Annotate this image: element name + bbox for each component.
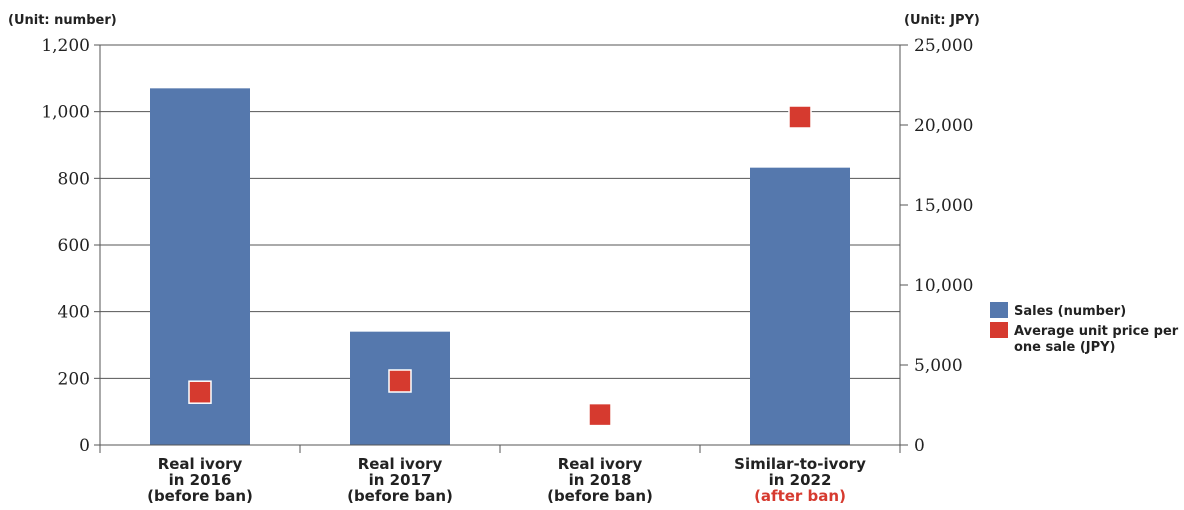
right-tick-label-0: 0 [914, 436, 925, 456]
right-tick-label-3: 15,000 [914, 196, 973, 216]
price-marker-3 [788, 105, 812, 129]
category-label-line: in 2017 [369, 471, 432, 489]
category-label-line: in 2016 [169, 471, 232, 489]
bars-layer [150, 88, 850, 445]
category-label-line: Real ivory [558, 455, 643, 473]
category-label-3: Similar-to-ivory in 2022 (after ban) [734, 455, 866, 505]
price-marker-1 [388, 369, 412, 393]
category-label-2: Real ivory in 2018 (before ban) [547, 455, 653, 505]
category-label-line: Similar-to-ivory [734, 455, 866, 473]
labels-layer: 0 200 400 600 800 1,000 1,200 0 5,000 10,000 15,00… [41, 36, 973, 505]
left-unit-label: (Unit: number) [8, 13, 117, 28]
category-label-line: (after ban) [754, 487, 846, 505]
category-label-line: in 2022 [769, 471, 832, 489]
category-label-line: in 2018 [569, 471, 632, 489]
category-label-1: Real ivory in 2017 (before ban) [347, 455, 453, 505]
left-tick-label-4: 800 [58, 169, 90, 189]
left-tick-label-6: 1,200 [41, 36, 90, 56]
category-label-line: (before ban) [547, 487, 653, 505]
price-marker-2 [588, 402, 612, 427]
legend-label-1: Average unit price per one sale (JPY) [1014, 324, 1179, 355]
legend-label-line: Sales (number) [1014, 304, 1126, 319]
legend-label-0: Sales (number) [1014, 304, 1126, 319]
left-tick-label-0: 0 [79, 436, 90, 456]
category-label-0: Real ivory in 2016 (before ban) [147, 455, 253, 505]
legend-swatch-1 [990, 322, 1008, 338]
legend-label-line: Average unit price per [1014, 324, 1179, 339]
right-tick-label-1: 5,000 [914, 356, 963, 376]
right-tick-label-2: 10,000 [914, 276, 973, 296]
right-unit-label: (Unit: JPY) [904, 13, 980, 28]
right-tick-label-5: 25,000 [914, 36, 973, 56]
price-marker-0 [188, 380, 212, 404]
legend: Sales (number) Average unit price per one … [990, 302, 1179, 355]
left-tick-label-5: 1,000 [41, 103, 90, 123]
category-label-line: Real ivory [358, 455, 443, 473]
axes-layer [94, 44, 908, 453]
legend-label-line: one sale (JPY) [1014, 340, 1116, 355]
left-tick-label-1: 200 [58, 369, 90, 389]
category-label-line: (before ban) [347, 487, 453, 505]
bar-3 [750, 167, 850, 445]
category-label-line: (before ban) [147, 487, 253, 505]
right-tick-label-4: 20,000 [914, 116, 973, 136]
category-label-line: Real ivory [158, 455, 243, 473]
left-tick-label-3: 600 [58, 236, 90, 256]
markers-layer [188, 105, 812, 427]
legend-swatch-0 [990, 302, 1008, 318]
left-tick-label-2: 400 [58, 303, 90, 323]
